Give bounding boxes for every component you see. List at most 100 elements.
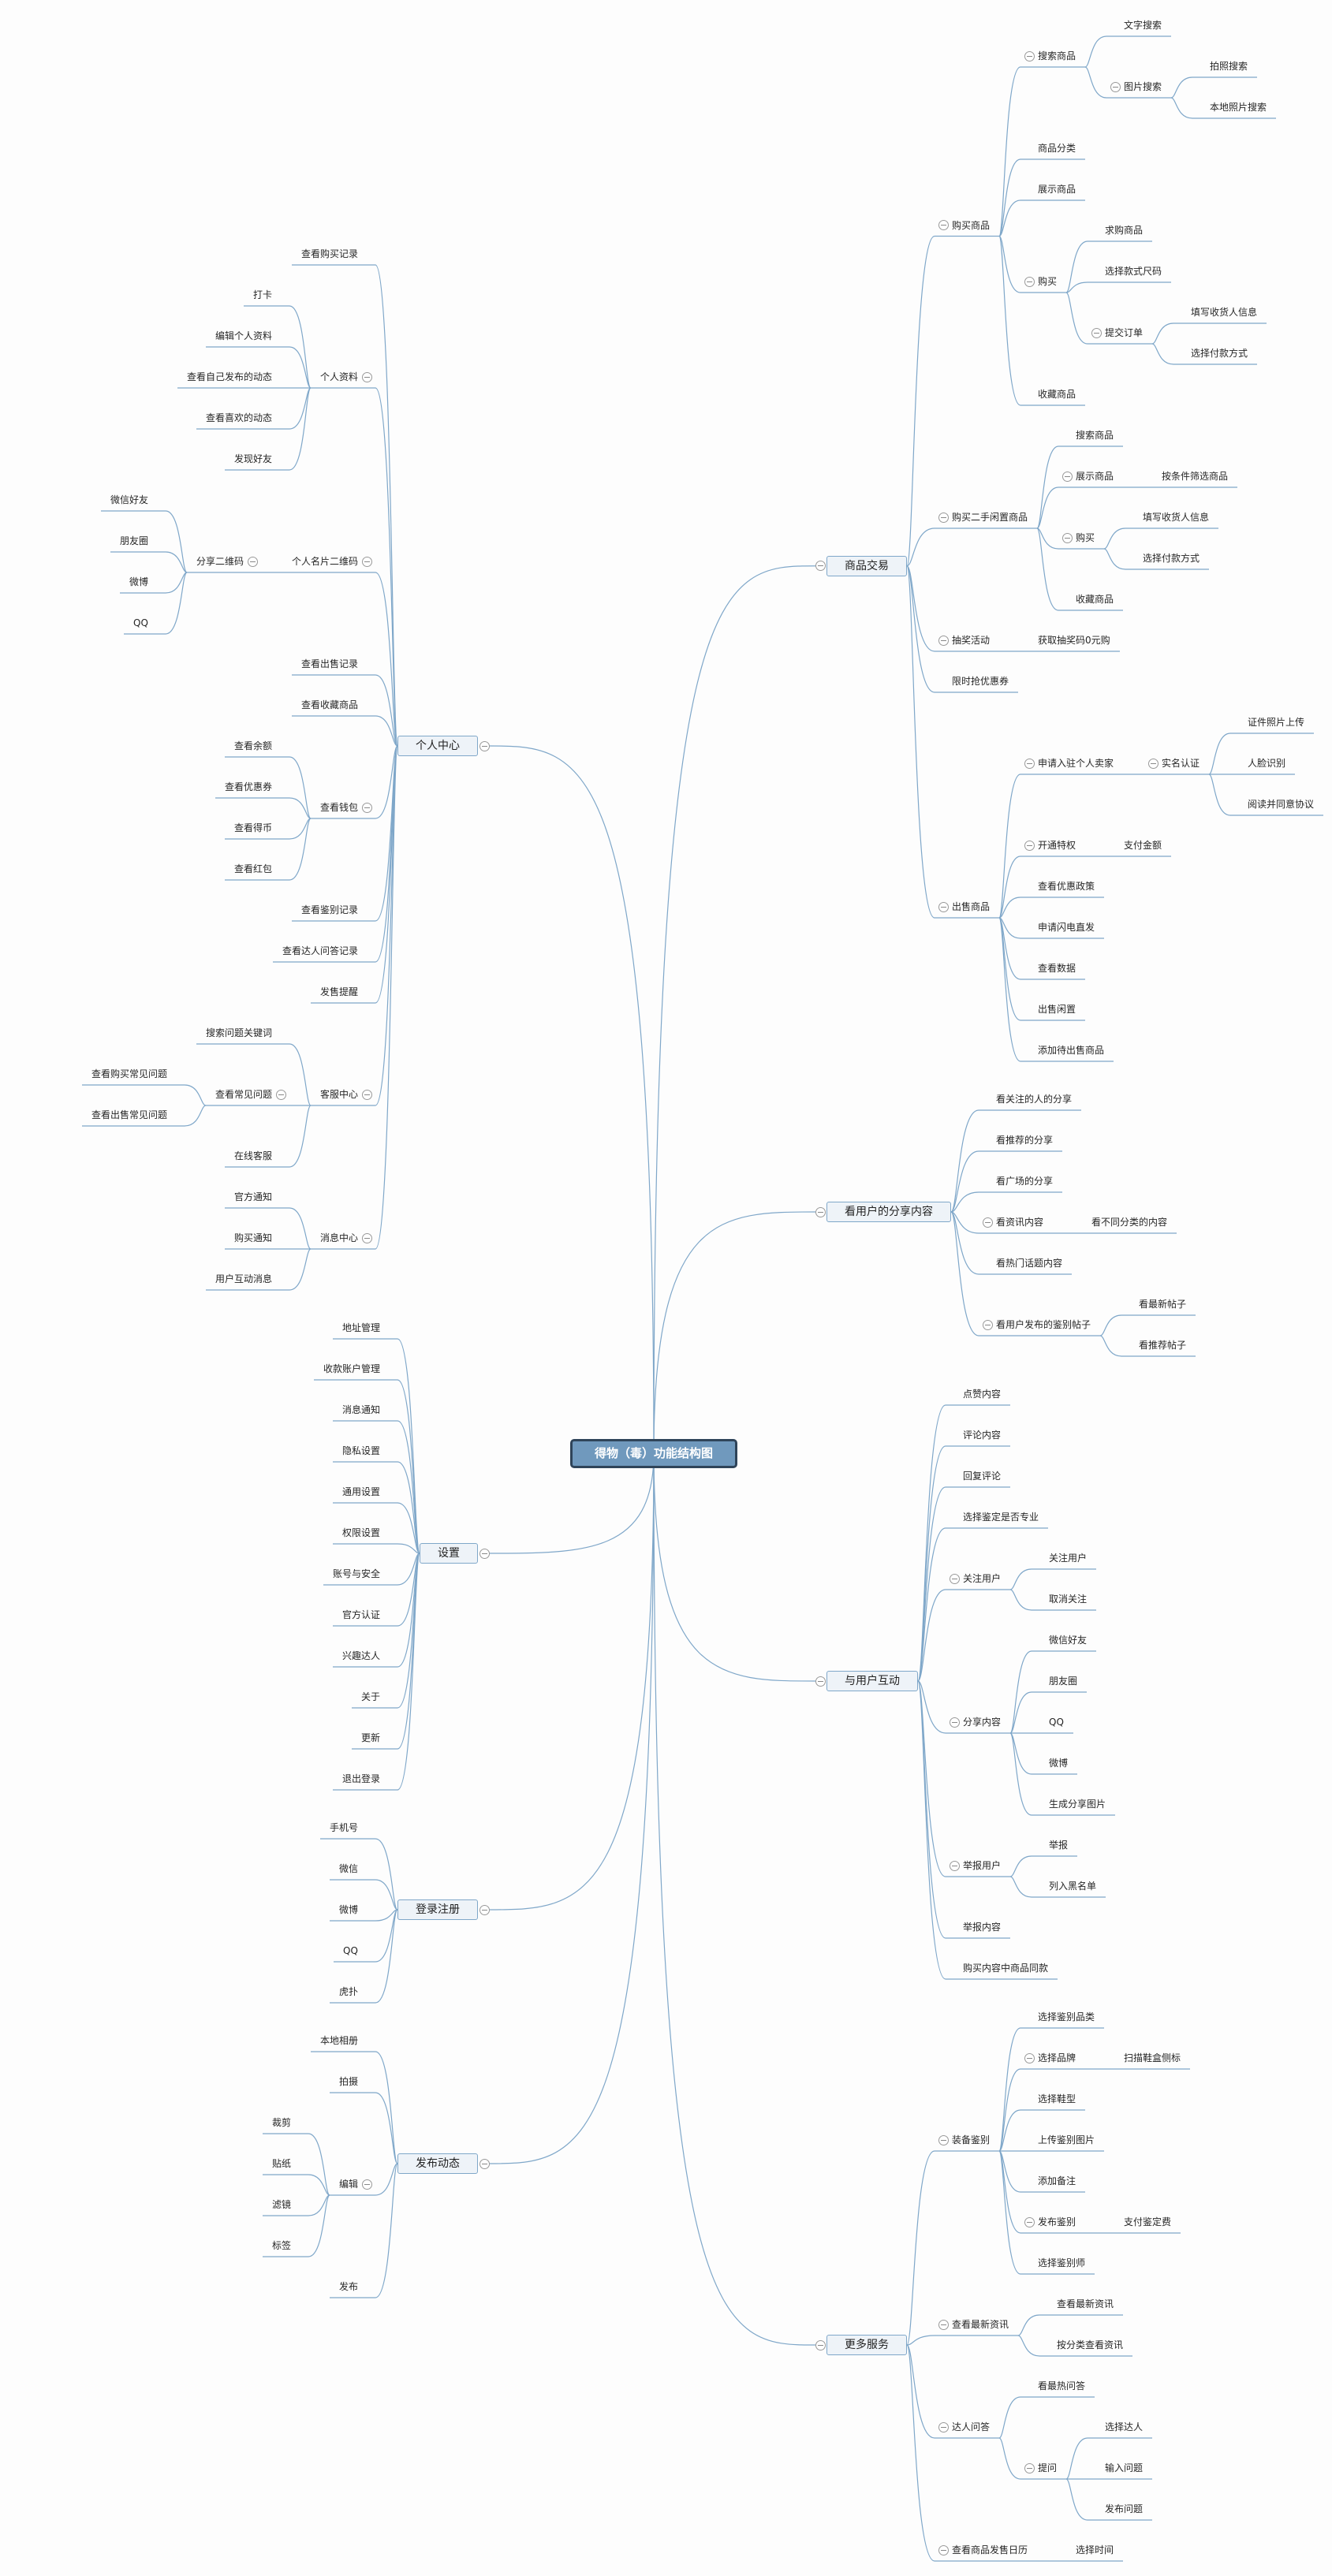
topic-node[interactable]: 关注用户 xyxy=(963,1573,1002,1584)
leaf-topic[interactable]: 选择时间 xyxy=(1076,2544,1114,2555)
collapse-icon[interactable] xyxy=(479,740,490,751)
leaf-topic[interactable]: 选择鉴别师 xyxy=(1038,2257,1086,2268)
leaf-topic[interactable]: 购买通知 xyxy=(234,1232,273,1243)
collapse-icon[interactable] xyxy=(1110,81,1121,92)
leaf-topic[interactable]: 查看余额 xyxy=(234,740,273,751)
topic-node[interactable]: 消息中心 xyxy=(320,1232,359,1243)
leaf-topic[interactable]: 生成分享图片 xyxy=(1049,1799,1106,1810)
leaf-topic[interactable]: 在线客服 xyxy=(234,1150,273,1161)
leaf-topic[interactable]: 通用设置 xyxy=(342,1486,381,1497)
leaf-topic[interactable]: 按条件筛选商品 xyxy=(1162,471,1229,482)
leaf-topic[interactable]: 看最新帖子 xyxy=(1139,1299,1187,1310)
topic-node[interactable]: 装备鉴别 xyxy=(952,2134,991,2145)
collapse-icon[interactable] xyxy=(938,635,949,646)
collapse-icon[interactable] xyxy=(275,1089,286,1100)
topic-node[interactable]: 购买二手闲置商品 xyxy=(952,512,1028,523)
collapse-icon[interactable] xyxy=(949,1717,960,1728)
leaf-topic[interactable]: 朋友圈 xyxy=(1049,1676,1078,1687)
collapse-icon[interactable] xyxy=(938,2421,949,2432)
topic-node[interactable]: 提问 xyxy=(1038,2462,1058,2473)
leaf-topic[interactable]: 隐私设置 xyxy=(342,1445,381,1456)
leaf-topic[interactable]: 滤镜 xyxy=(272,2199,292,2210)
leaf-topic[interactable]: 打卡 xyxy=(253,289,273,300)
leaf-topic[interactable]: 本地相册 xyxy=(320,2035,359,2046)
topic-node[interactable]: 图片搜索 xyxy=(1124,81,1162,92)
leaf-topic[interactable]: 查看自己发布的动态 xyxy=(187,371,273,382)
leaf-topic[interactable]: 填写收货人信息 xyxy=(1191,307,1258,318)
main-branch-box[interactable]: 更多服务 xyxy=(826,2335,907,2355)
leaf-topic[interactable]: 查看鉴别记录 xyxy=(301,904,359,915)
leaf-topic[interactable]: 查看达人问答记录 xyxy=(282,945,359,956)
leaf-topic[interactable]: 出售闲置 xyxy=(1038,1004,1076,1015)
topic-node[interactable]: 抽奖活动 xyxy=(952,635,991,646)
collapse-icon[interactable] xyxy=(361,371,372,382)
leaf-topic[interactable]: 填写收货人信息 xyxy=(1143,512,1210,523)
leaf-topic[interactable]: 申请闪电直发 xyxy=(1038,922,1095,933)
collapse-icon[interactable] xyxy=(815,1676,826,1687)
leaf-topic[interactable]: QQ xyxy=(133,617,148,628)
leaf-topic[interactable]: 手机号 xyxy=(330,1822,359,1833)
main-branch-box[interactable]: 个人中心 xyxy=(397,736,478,756)
collapse-icon[interactable] xyxy=(1024,276,1035,287)
topic-node[interactable]: 看用户发布的鉴别帖子 xyxy=(996,1319,1091,1330)
leaf-topic[interactable]: 发布 xyxy=(339,2281,359,2292)
topic-node[interactable]: 申请入驻个人卖家 xyxy=(1038,758,1114,769)
root-topic[interactable]: 得物（毒）功能结构图 xyxy=(570,1439,737,1468)
collapse-icon[interactable] xyxy=(815,561,826,572)
leaf-topic[interactable]: 拍照搜索 xyxy=(1210,61,1248,72)
collapse-icon[interactable] xyxy=(1091,327,1102,338)
leaf-topic[interactable]: 用户互动消息 xyxy=(215,1273,273,1284)
topic-node[interactable]: 达人问答 xyxy=(952,2421,991,2432)
leaf-topic[interactable]: 添加备注 xyxy=(1038,2175,1076,2186)
leaf-topic[interactable]: 文字搜索 xyxy=(1124,20,1162,31)
leaf-topic[interactable]: 查看数据 xyxy=(1038,963,1076,974)
leaf-topic[interactable]: 看推荐的分享 xyxy=(996,1135,1054,1146)
topic-node[interactable]: 举报用户 xyxy=(963,1860,1002,1871)
leaf-topic[interactable]: 微博 xyxy=(129,576,149,587)
leaf-topic[interactable]: 看不同分类的内容 xyxy=(1091,1217,1168,1228)
topic-node[interactable]: 个人资料 xyxy=(320,371,359,382)
collapse-icon[interactable] xyxy=(1147,758,1159,769)
topic-node[interactable]: 查看钱包 xyxy=(320,802,359,813)
topic-node[interactable]: 查看商品发售日历 xyxy=(952,2544,1028,2555)
collapse-icon[interactable] xyxy=(361,1232,372,1243)
leaf-topic[interactable]: 查看最新资讯 xyxy=(1057,2298,1114,2309)
collapse-icon[interactable] xyxy=(1024,50,1035,62)
leaf-topic[interactable]: 限时抢优惠券 xyxy=(952,676,1009,687)
leaf-topic[interactable]: 选择付款方式 xyxy=(1191,348,1248,359)
leaf-topic[interactable]: 编辑个人资料 xyxy=(215,330,273,341)
leaf-topic[interactable]: 权限设置 xyxy=(342,1527,381,1538)
collapse-icon[interactable] xyxy=(938,901,949,912)
collapse-icon[interactable] xyxy=(815,1206,826,1217)
collapse-icon[interactable] xyxy=(938,220,949,230)
leaf-topic[interactable]: 选择付款方式 xyxy=(1143,553,1200,564)
leaf-topic[interactable]: 阅读并同意协议 xyxy=(1248,799,1315,810)
topic-node[interactable]: 展示商品 xyxy=(1076,471,1114,482)
leaf-topic[interactable]: 求购商品 xyxy=(1105,225,1144,236)
leaf-topic[interactable]: 选择款式尺码 xyxy=(1105,266,1162,277)
leaf-topic[interactable]: 看推荐帖子 xyxy=(1139,1340,1187,1351)
collapse-icon[interactable] xyxy=(938,512,949,523)
collapse-icon[interactable] xyxy=(949,1860,960,1871)
topic-node[interactable]: 购买 xyxy=(1038,276,1058,287)
leaf-topic[interactable]: 评论内容 xyxy=(963,1430,1002,1441)
leaf-topic[interactable]: 查看出售常见问题 xyxy=(91,1109,168,1120)
leaf-topic[interactable]: 看广场的分享 xyxy=(996,1176,1054,1187)
leaf-topic[interactable]: 官方通知 xyxy=(234,1191,273,1202)
topic-node[interactable]: 查看常见问题 xyxy=(215,1089,273,1100)
collapse-icon[interactable] xyxy=(361,802,372,813)
collapse-icon[interactable] xyxy=(1024,2462,1035,2473)
leaf-topic[interactable]: 微博 xyxy=(339,1904,359,1915)
leaf-topic[interactable]: 微博 xyxy=(1049,1758,1069,1769)
leaf-topic[interactable]: 微信 xyxy=(339,1863,359,1874)
topic-node[interactable]: 出售商品 xyxy=(952,901,991,912)
leaf-topic[interactable]: 商品分类 xyxy=(1038,143,1076,154)
leaf-topic[interactable]: 查看得币 xyxy=(234,822,273,833)
topic-node[interactable]: 编辑 xyxy=(339,2179,359,2190)
collapse-icon[interactable] xyxy=(247,556,258,567)
leaf-topic[interactable]: 地址管理 xyxy=(342,1322,381,1333)
leaf-topic[interactable]: 查看购买常见问题 xyxy=(91,1068,168,1079)
leaf-topic[interactable]: 看最热问答 xyxy=(1038,2380,1086,2391)
leaf-topic[interactable]: 查看收藏商品 xyxy=(301,699,359,710)
leaf-topic[interactable]: 发布问题 xyxy=(1105,2503,1144,2514)
